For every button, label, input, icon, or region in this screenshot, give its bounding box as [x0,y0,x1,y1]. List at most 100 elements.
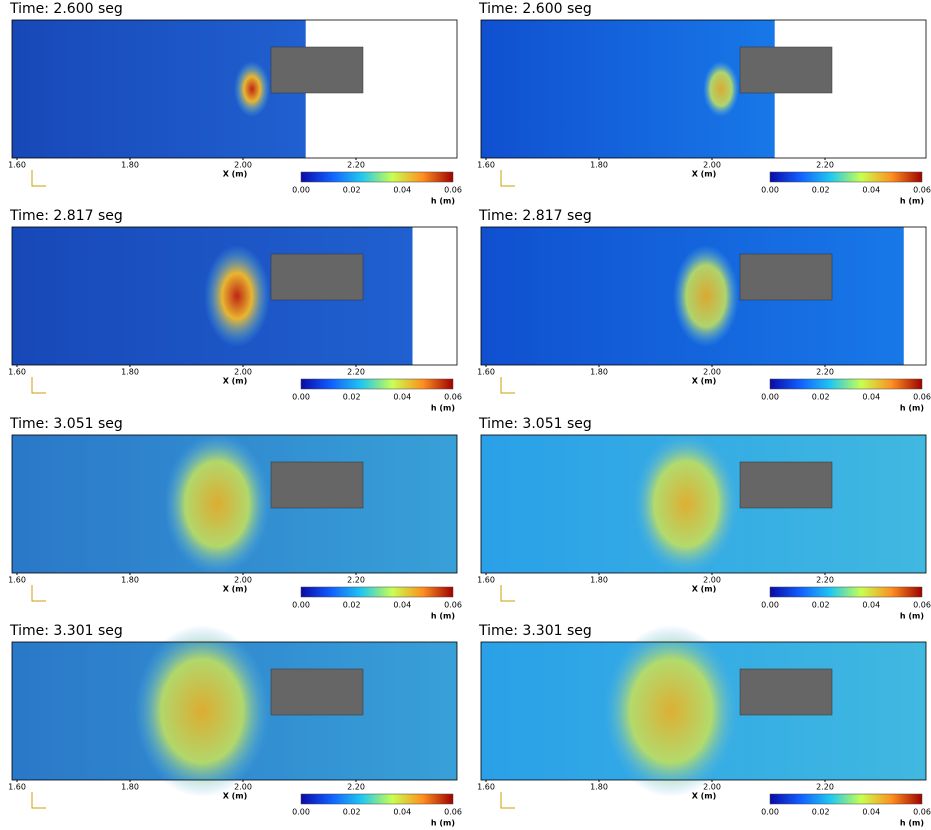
x-axis-label: X (m) [692,170,717,179]
colorbar-label: h (m) [900,404,924,413]
time-label: Time: 2.817 seg [478,208,592,224]
x-axis-label: X (m) [223,170,248,179]
wave-front [134,625,270,797]
x-axis-label: X (m) [692,792,717,801]
x-tick-label: 1.80 [121,368,139,377]
colorbar-tick-label: 0.02 [343,186,361,195]
x-tick-label: 1.60 [477,783,495,792]
x-axis-label: X (m) [223,585,248,594]
axes-triad [501,377,515,393]
colorbar [770,379,922,389]
axes-triad [32,170,46,186]
x-tick-label: 2.20 [816,576,834,585]
colorbar-label: h (m) [900,819,924,828]
wave-front [633,433,739,575]
axes-triad [32,585,46,601]
x-tick-label: 2.00 [234,576,252,585]
panel: Time: 3.301 seg1.601.802.002.20X (m)0.00… [8,623,462,828]
obstacle [271,47,363,93]
obstacle [740,462,832,508]
x-tick-label: 1.60 [8,576,26,585]
colorbar-tick-label: 0.02 [812,808,830,817]
colorbar-tick-label: 0.06 [444,601,462,610]
x-tick-label: 1.80 [590,576,608,585]
colorbar [301,794,453,804]
axes-triad [501,585,515,601]
colorbar-label: h (m) [431,612,455,621]
wave-front [603,625,739,797]
colorbar-tick-label: 0.00 [761,186,779,195]
colorbar-tick-label: 0.04 [862,186,880,195]
x-tick-label: 2.20 [347,783,365,792]
colorbar-label: h (m) [900,612,924,621]
colorbar-tick-label: 0.00 [292,808,310,817]
obstacle [740,669,832,715]
wave-front [164,433,270,575]
wave-front [703,61,739,117]
colorbar-tick-label: 0.02 [812,186,830,195]
x-tick-label: 1.60 [8,783,26,792]
x-tick-label: 2.20 [816,161,834,170]
x-tick-label: 2.20 [816,783,834,792]
colorbar-tick-label: 0.00 [292,393,310,402]
x-tick-label: 1.80 [121,783,139,792]
colorbar-tick-label: 0.06 [913,186,931,195]
colorbar-tick-label: 0.02 [812,601,830,610]
x-tick-label: 2.00 [234,783,252,792]
x-tick-label: 2.20 [816,368,834,377]
x-tick-label: 1.80 [590,161,608,170]
time-label: Time: 3.301 seg [478,623,592,639]
colorbar-tick-label: 0.04 [393,601,411,610]
x-tick-label: 2.00 [234,368,252,377]
colorbar-tick-label: 0.02 [812,393,830,402]
colorbar-tick-label: 0.00 [292,601,310,610]
x-tick-label: 2.00 [703,783,721,792]
time-label: Time: 3.051 seg [478,416,592,432]
x-tick-label: 1.60 [8,161,26,170]
colorbar [770,587,922,597]
x-tick-label: 1.80 [121,161,139,170]
time-label: Time: 2.600 seg [478,1,592,17]
colorbar-tick-label: 0.02 [343,808,361,817]
x-tick-label: 1.60 [8,368,26,377]
obstacle [271,254,363,300]
time-label: Time: 2.817 seg [9,208,123,224]
figure: Time: 2.600 seg 1.60 1.80 2.00 2.20 X (m) 0.00… [0,0,931,830]
axes-triad [501,792,515,808]
colorbar-tick-label: 0.02 [343,393,361,402]
colorbar [301,587,453,597]
colorbar-tick-label: 0.06 [913,808,931,817]
x-tick-label: 1.60 [477,576,495,585]
colorbar-tick-label: 0.04 [862,601,880,610]
x-tick-label: 2.00 [703,368,721,377]
x-tick-label: 2.00 [703,576,721,585]
colorbar-tick-label: 0.00 [761,393,779,402]
obstacle [740,254,832,300]
x-tick-label: 1.60 [477,368,495,377]
colorbar [301,379,453,389]
panel: Time: 3.301 seg 1.60 1.80 2.00 2.20 X (m) 0.00… [477,623,931,828]
x-tick-label: 2.00 [703,161,721,170]
x-tick-label: 2.20 [347,576,365,585]
colorbar-tick-label: 0.00 [761,808,779,817]
colorbar [770,172,922,182]
axes-triad [501,170,515,186]
colorbar-tick-label: 0.02 [343,601,361,610]
colorbar-tick-label: 0.04 [393,808,411,817]
wave-front [673,245,739,347]
colorbar-tick-label: 0.06 [444,186,462,195]
colorbar-tick-label: 0.04 [393,186,411,195]
x-tick-label: 2.00 [234,161,252,170]
time-label: Time: 2.600 seg [9,1,123,17]
x-axis-label: X (m) [692,585,717,594]
colorbar-tick-label: 0.00 [292,186,310,195]
colorbar-label: h (m) [900,197,924,206]
obstacle [740,47,832,93]
x-tick-label: 2.20 [347,368,365,377]
x-tick-label: 1.80 [590,783,608,792]
colorbar-label: h (m) [431,819,455,828]
colorbar-label: h (m) [431,404,455,413]
